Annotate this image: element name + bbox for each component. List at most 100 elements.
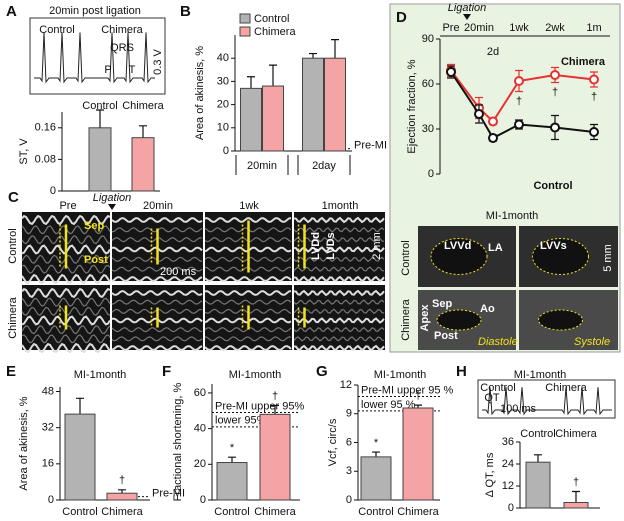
point — [488, 116, 498, 127]
x-tick-label: Pre — [442, 22, 459, 34]
y-tick-label: 6 — [346, 436, 352, 448]
column-label: 1wk — [239, 200, 259, 212]
lvdd-label: LVDd — [310, 232, 322, 260]
point — [514, 119, 524, 130]
echo-texture — [293, 266, 385, 272]
x-tick-label: 2d — [487, 46, 499, 58]
echo-texture — [204, 299, 292, 305]
y-tick-label: 12 — [502, 480, 514, 492]
category-label: Control — [520, 428, 555, 440]
point — [514, 76, 524, 86]
bar — [88, 127, 112, 192]
error-bar — [372, 451, 380, 457]
category-label: Chimera — [254, 506, 296, 518]
echo-texture — [204, 336, 292, 342]
echo-cavity — [430, 238, 488, 275]
legend-label: Control — [254, 13, 289, 25]
bar — [262, 85, 284, 152]
category-label: Control — [82, 100, 117, 112]
ao-label: Ao — [480, 303, 495, 315]
point — [589, 127, 599, 137]
echo-texture — [293, 317, 385, 324]
panel-letter: F — [162, 363, 171, 380]
error-bar — [572, 490, 580, 503]
bar — [240, 87, 262, 152]
echo-texture — [204, 276, 292, 282]
category-label: Control — [358, 506, 393, 518]
point — [550, 70, 560, 80]
ligation-label: Ligation — [93, 192, 132, 204]
significance-marker: † — [573, 476, 579, 488]
panel-letter: D — [396, 9, 407, 26]
ecg-label: QRS — [110, 42, 134, 54]
point — [474, 109, 484, 119]
reference-label: Pre-MI upper 95 % — [361, 384, 454, 396]
significance-marker: † — [119, 475, 125, 487]
y-axis-label: Fractional shortening, % — [172, 382, 184, 501]
echo-texture — [111, 345, 203, 351]
ecg-trace — [34, 32, 155, 84]
y-tick-label: 40 — [194, 423, 206, 435]
category-label: Chimera — [122, 100, 164, 112]
ecg-label: 100 ms — [500, 403, 537, 415]
y-tick-label: 48 — [42, 385, 54, 397]
error-bar — [96, 109, 104, 128]
post-label: Post — [84, 254, 108, 266]
error-bar — [247, 76, 255, 89]
y-tick-label: 0.08 — [35, 153, 56, 165]
chart-title: MI-1month — [514, 369, 567, 381]
echo-cavity — [538, 309, 583, 331]
row-label: Chimera — [400, 298, 412, 340]
ecg-label: 0.3 V — [152, 48, 164, 74]
category-label: Chimera — [101, 506, 143, 518]
bar — [106, 492, 138, 501]
echo-texture — [293, 275, 385, 283]
ecg-label: P — [104, 64, 111, 76]
echo-texture — [293, 344, 385, 352]
point — [550, 122, 560, 133]
y-tick-label: 30 — [217, 75, 229, 87]
y-axis-label: Area of akinesis, % — [18, 396, 30, 490]
error-bar — [269, 64, 277, 87]
echo-texture — [293, 256, 385, 263]
line — [450, 71, 595, 140]
echo-texture — [204, 345, 292, 351]
y-tick-label: 0 — [223, 145, 229, 157]
legend-swatch — [239, 26, 251, 37]
y-tick-label: 0 — [48, 494, 54, 506]
category-label: Chimera — [555, 428, 597, 440]
ecg-trace — [482, 387, 612, 416]
significance-marker: * — [230, 442, 235, 454]
bar — [302, 57, 324, 152]
reference-label: Pre-MI upper 95% — [215, 400, 304, 412]
ecg-label: Chimera — [101, 24, 143, 36]
y-tick-label: 10 — [217, 122, 229, 134]
echo-texture — [293, 246, 385, 253]
y-axis-label: Vcf, circ/s — [327, 418, 339, 466]
bar — [563, 502, 589, 509]
sep-label: Sep — [432, 298, 452, 310]
length-scale: 2 mm — [371, 232, 383, 260]
significance-marker: † — [415, 390, 421, 402]
significance-marker: † — [516, 95, 522, 107]
x-tick-label: 1m — [586, 22, 601, 34]
y-tick-label: 60 — [194, 387, 206, 399]
echo-texture — [21, 297, 111, 307]
y-tick-label: 3 — [346, 465, 352, 477]
y-tick-label: 16 — [42, 458, 54, 470]
y-tick-label: 0.16 — [35, 122, 56, 134]
la-label: LA — [488, 242, 503, 254]
y-tick-label: 9 — [346, 408, 352, 420]
series-label: Control — [533, 180, 572, 192]
apex-label: Apex — [419, 304, 431, 332]
y-tick-label: 40 — [217, 52, 229, 64]
chart-title: MI-1month — [229, 369, 282, 381]
error-bar — [118, 489, 126, 494]
y-tick-label: 12 — [340, 379, 352, 391]
y-axis-label: ST, V — [18, 138, 30, 165]
series-label: Chimera — [561, 56, 606, 68]
echo-texture — [293, 227, 385, 233]
ecg-label: Control — [39, 24, 74, 36]
echo-texture — [111, 276, 203, 282]
y-tick-label: 0 — [50, 185, 56, 197]
